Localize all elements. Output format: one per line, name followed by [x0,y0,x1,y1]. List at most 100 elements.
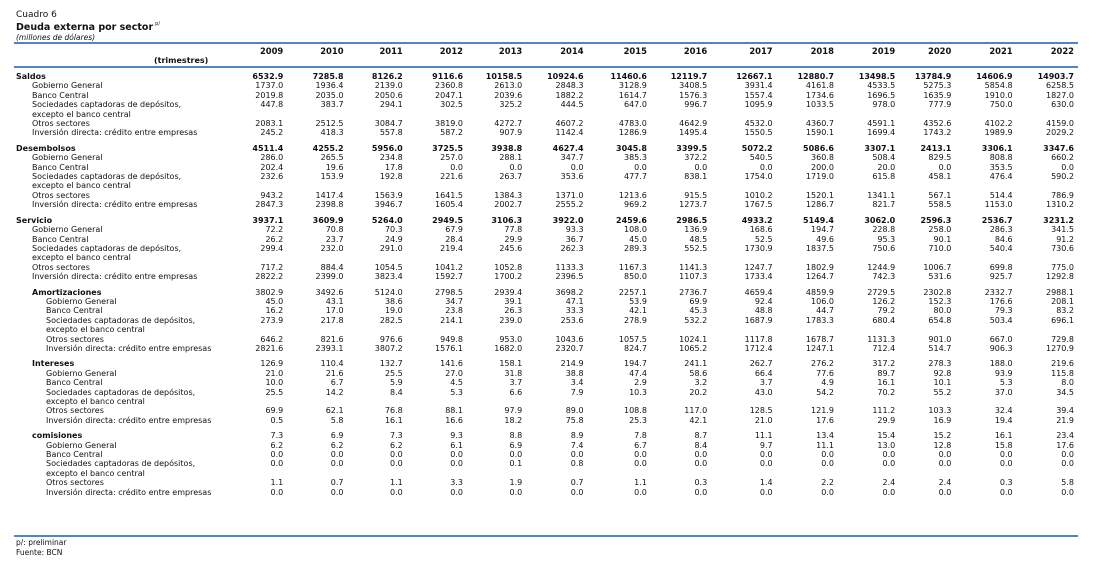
value-cell: 79.3 [994,306,1013,316]
table-footer: p/: preliminar Fuente: BCN [16,538,66,558]
value-cell: 838.1 [684,172,708,182]
value-cell [955,181,1016,190]
value-cell: 1563.9 [374,190,403,200]
table-caption: Cuadro 6 [16,10,57,20]
value-cell: 710.0 [928,243,952,253]
value-cell: 0.0 [450,459,464,469]
value-cell [467,181,526,190]
value-cell: 1041.2 [435,262,464,272]
value-cell: 16.1 [994,431,1013,441]
value-cell: 1286.9 [618,128,647,138]
value-cell: 341.5 [1051,225,1074,235]
value-cell: 12667.1 [736,72,773,81]
value-cell [899,397,955,406]
value-cell [899,253,955,262]
value-cell: 4352.6 [923,119,952,129]
value-cell: 29.9 [504,234,523,244]
value-cell: 77.6 [816,368,834,378]
value-cell: 6.9 [330,431,344,441]
value-cell: 1743.2 [923,128,952,138]
value-cell: 0.0 [634,487,647,497]
value-cell [526,469,587,478]
value-cell: 901.0 [928,334,952,344]
value-cell: 4859.9 [805,287,834,297]
row-label: excepto el banco central [46,468,145,478]
value-cell: 7.8 [634,431,647,441]
value-cell: 1712.4 [744,343,773,353]
period-label-blank [899,56,955,66]
value-cell: 0.0 [570,487,584,497]
value-cell: 9.7 [759,440,773,450]
value-cell: 383.7 [320,100,344,110]
value-cell [287,253,347,262]
value-cell: 2.9 [634,378,647,388]
value-cell: 0.0 [570,450,584,460]
value-cell: 1006.7 [923,262,952,272]
value-cell: 0.0 [938,459,952,469]
value-cell: 282.5 [379,315,403,325]
row-label: Banco Central [46,378,103,388]
value-cell: 6.7 [634,440,647,450]
value-cell [526,397,587,406]
value-cell: 5.8 [330,415,344,425]
value-cell: 45.3 [689,306,708,316]
value-cell: 13.4 [816,431,834,441]
value-cell [651,397,711,406]
value-cell: 21.0 [265,368,284,378]
value-cell: 2988.1 [1046,287,1074,297]
value-cell: 907.9 [499,128,523,138]
value-cell: 1.4 [759,478,773,488]
row-label: Sociedades captadoras de depósitos, [46,315,196,325]
value-cell: 1520.1 [805,190,834,200]
value-cell: 7285.8 [312,72,344,81]
value-cell: 37.0 [994,387,1013,397]
value-cell: 1557.4 [744,90,773,100]
value-cell: 188.0 [989,359,1013,369]
value-cell: 294.1 [379,100,403,110]
value-cell: 1247.7 [744,262,773,272]
value-cell: 10.1 [933,378,952,388]
value-cell: 67.9 [445,225,464,235]
value-cell: 1341.1 [867,190,896,200]
value-cell: 0.0 [882,459,896,469]
value-cell: 19.4 [994,415,1013,425]
value-cell: 111.2 [872,406,896,416]
value-cell: 2399.0 [315,272,344,282]
value-cell: 2047.1 [435,90,464,100]
value-cell: 567.1 [928,190,952,200]
value-cell [711,397,776,406]
value-cell: 1292.8 [1046,272,1074,282]
value-cell [1017,325,1078,334]
table-title: Deuda externa por sector p/ [16,22,160,33]
value-cell: 92.4 [754,296,773,306]
row-label: Desembolsos [16,143,76,153]
value-cell: 0.0 [634,459,647,469]
value-cell: 29.9 [877,415,896,425]
value-cell: 1936.4 [315,81,344,91]
value-cell: 4642.9 [679,119,708,129]
value-cell: 477.7 [624,172,647,182]
value-cell: 2729.5 [867,287,896,297]
row-label: Banco Central [32,234,89,244]
value-cell: 777.9 [928,100,952,110]
value-cell: 2536.7 [981,215,1013,225]
value-cell: 1802.9 [805,262,834,272]
value-cell: 234.8 [379,153,403,163]
value-cell: 286.3 [989,225,1013,235]
row-label: excepto el banco central [46,397,145,406]
value-cell [838,253,899,262]
table-row: Saldos 6532.9 7285.8 8126.2 9116.6 10158.5 109… [14,72,1078,81]
value-cell: 7.9 [570,387,584,397]
value-cell: 25.5 [384,368,403,378]
value-cell: 0.0 [1061,487,1074,497]
value-cell: 1117.8 [744,334,773,344]
table-row: Servicio 3937.1 3609.9 5264.0 2949.5 3106.3 39… [14,216,1078,225]
value-cell: 925.7 [989,272,1013,282]
value-cell: 5086.6 [803,143,834,153]
value-cell: 587.2 [440,128,464,138]
value-cell: 0.0 [634,162,647,172]
row-label: Otros sectores [32,190,90,200]
value-cell: 360.8 [811,153,834,163]
value-cell: 3.7 [759,378,773,388]
value-cell: 353.5 [989,162,1013,172]
